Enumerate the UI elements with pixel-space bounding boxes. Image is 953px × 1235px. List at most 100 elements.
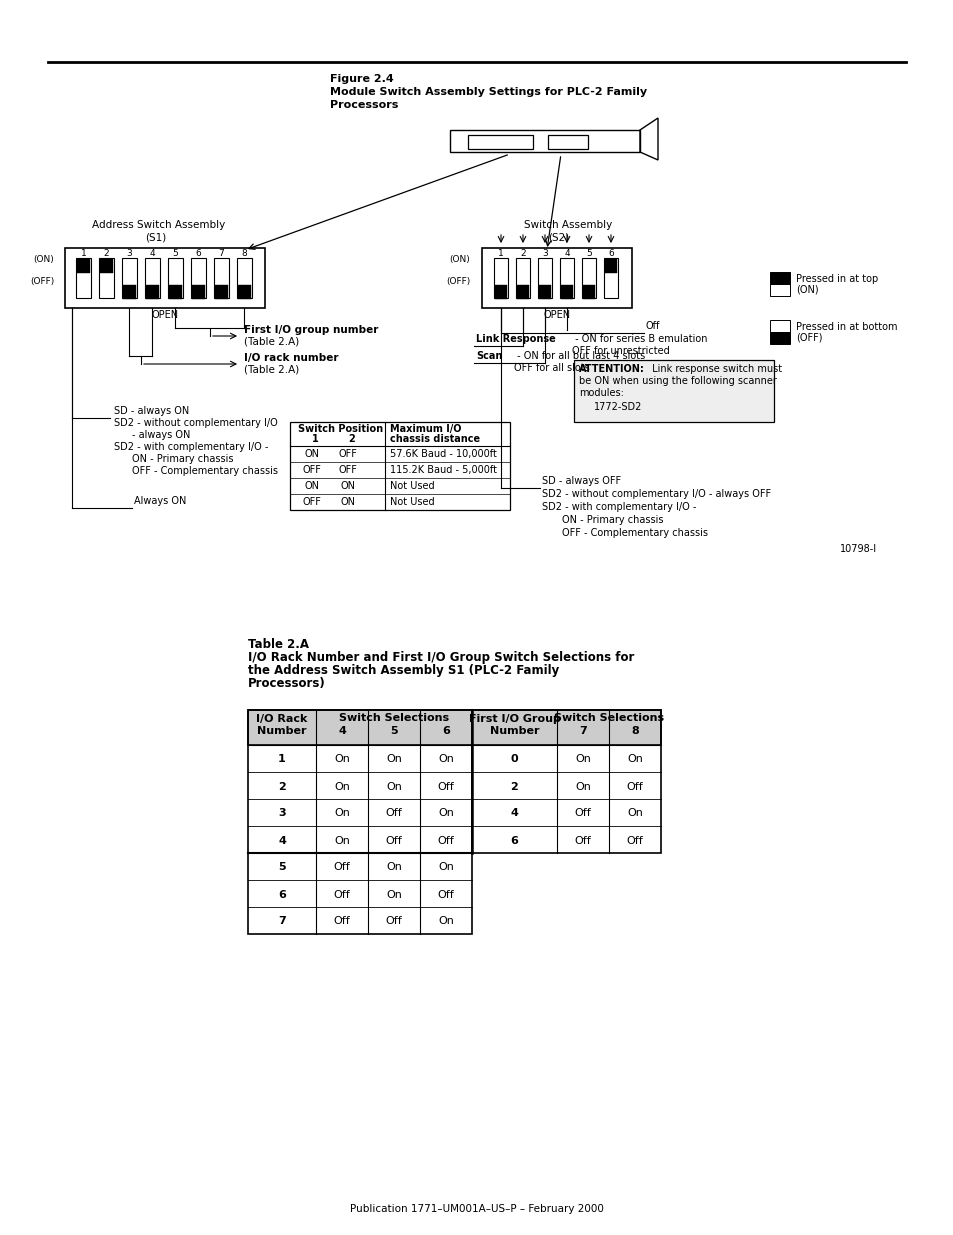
Text: On: On (386, 755, 401, 764)
Text: ON: ON (304, 480, 319, 492)
Text: OFF for all slots: OFF for all slots (514, 363, 589, 373)
Text: Off: Off (645, 321, 659, 331)
Text: On: On (626, 755, 642, 764)
Bar (581, 258, 596, 298)
Text: Scan: Scan (476, 351, 502, 361)
Text: 1772-SD2: 1772-SD2 (594, 403, 641, 412)
Text: ATTENTION:: ATTENTION: (578, 364, 644, 374)
Bar (769, 284, 789, 296)
Text: Address Switch Assembly: Address Switch Assembly (91, 220, 225, 230)
Text: (Table 2.A): (Table 2.A) (244, 337, 299, 347)
Text: OPEN: OPEN (543, 310, 570, 320)
Text: On: On (437, 809, 454, 819)
Text: Off: Off (626, 836, 642, 846)
Text: 1: 1 (312, 433, 318, 445)
Text: OFF: OFF (338, 466, 357, 475)
Text: 6: 6 (441, 726, 450, 736)
Text: On: On (575, 755, 590, 764)
Text: Off: Off (574, 809, 591, 819)
Text: 4: 4 (337, 726, 346, 736)
Bar (145, 258, 160, 298)
Bar (769, 332, 789, 345)
Text: Switch Selections: Switch Selections (338, 713, 449, 722)
Text: (ON): (ON) (795, 284, 818, 294)
Bar (604, 259, 617, 273)
Text: ON - Primary chassis: ON - Primary chassis (132, 454, 233, 464)
Text: (ON): (ON) (33, 254, 53, 264)
Text: 1: 1 (81, 249, 87, 258)
Text: Figure 2.4: Figure 2.4 (330, 74, 394, 84)
Text: 7: 7 (278, 916, 286, 926)
Text: Publication 1771–UM001A–US–P – February 2000: Publication 1771–UM001A–US–P – February … (350, 1204, 603, 1214)
Bar (517, 285, 529, 299)
Text: Module Switch Assembly Settings for PLC-2 Family: Module Switch Assembly Settings for PLC-… (330, 86, 646, 98)
Bar (481, 248, 631, 308)
Text: Link Response: Link Response (476, 333, 556, 345)
Text: SD2 - with complementary I/O -: SD2 - with complementary I/O - (541, 501, 696, 513)
Text: I/O Rack: I/O Rack (256, 714, 308, 724)
Text: OFF: OFF (338, 450, 357, 459)
Text: - always ON: - always ON (132, 430, 191, 440)
Text: - ON for series B emulation: - ON for series B emulation (572, 333, 707, 345)
Text: 2: 2 (348, 433, 355, 445)
Text: the Address Switch Assembly S1 (PLC-2 Family: the Address Switch Assembly S1 (PLC-2 Fa… (248, 664, 558, 677)
Text: (ON): (ON) (449, 254, 469, 264)
Text: 6: 6 (607, 249, 613, 258)
Text: be ON when using the following scanner: be ON when using the following scanner (578, 375, 776, 387)
Bar (547, 135, 587, 149)
Bar (99, 258, 113, 298)
Text: On: On (334, 782, 350, 792)
Text: 2: 2 (519, 249, 525, 258)
Text: modules:: modules: (578, 388, 623, 398)
Text: On: On (334, 809, 350, 819)
Text: (OFF): (OFF) (795, 332, 821, 342)
Text: Not Used: Not Used (390, 496, 435, 508)
Text: Off: Off (574, 836, 591, 846)
Text: Off: Off (385, 916, 402, 926)
Bar (65, 248, 265, 308)
Bar (559, 258, 574, 298)
Text: Off: Off (385, 836, 402, 846)
Text: 2: 2 (104, 249, 110, 258)
Bar (769, 320, 789, 332)
Text: Off: Off (334, 862, 350, 872)
Text: Off: Off (437, 836, 454, 846)
Bar (76, 258, 91, 298)
Text: chassis distance: chassis distance (390, 433, 479, 445)
Text: 8: 8 (241, 249, 247, 258)
Bar (290, 422, 510, 510)
Text: 3: 3 (278, 809, 286, 819)
Text: OPEN: OPEN (152, 310, 178, 320)
Bar (494, 258, 507, 298)
Text: 1: 1 (278, 755, 286, 764)
Text: - ON for all but last 4 slots: - ON for all but last 4 slots (514, 351, 644, 361)
Text: 8: 8 (631, 726, 639, 736)
Bar (468, 135, 533, 149)
Bar (100, 259, 112, 273)
Bar (537, 258, 552, 298)
Bar (169, 285, 182, 299)
Text: Off: Off (334, 916, 350, 926)
Bar (495, 285, 506, 299)
Text: I/O Rack Number and First I/O Group Switch Selections for: I/O Rack Number and First I/O Group Swit… (248, 651, 634, 664)
Text: Table 2.A: Table 2.A (248, 638, 309, 651)
Text: OFF for unrestricted: OFF for unrestricted (572, 346, 669, 356)
Text: Pressed in at bottom: Pressed in at bottom (795, 322, 897, 332)
Text: On: On (386, 782, 401, 792)
Text: (S1): (S1) (145, 232, 166, 242)
Text: SD - always OFF: SD - always OFF (541, 475, 620, 487)
Text: Processors: Processors (330, 100, 398, 110)
Text: Off: Off (626, 782, 642, 792)
Text: Pressed in at top: Pressed in at top (795, 274, 878, 284)
Text: (OFF): (OFF) (446, 277, 470, 287)
Text: Maximum I/O: Maximum I/O (390, 424, 461, 433)
Bar (516, 258, 530, 298)
Text: 115.2K Baud - 5,000ft: 115.2K Baud - 5,000ft (390, 466, 497, 475)
Text: 5: 5 (278, 862, 286, 872)
Text: 7: 7 (578, 726, 586, 736)
Bar (237, 285, 251, 299)
Text: ON: ON (340, 480, 355, 492)
Text: 2: 2 (510, 782, 517, 792)
Text: 7: 7 (218, 249, 224, 258)
Text: SD - always ON: SD - always ON (113, 406, 189, 416)
